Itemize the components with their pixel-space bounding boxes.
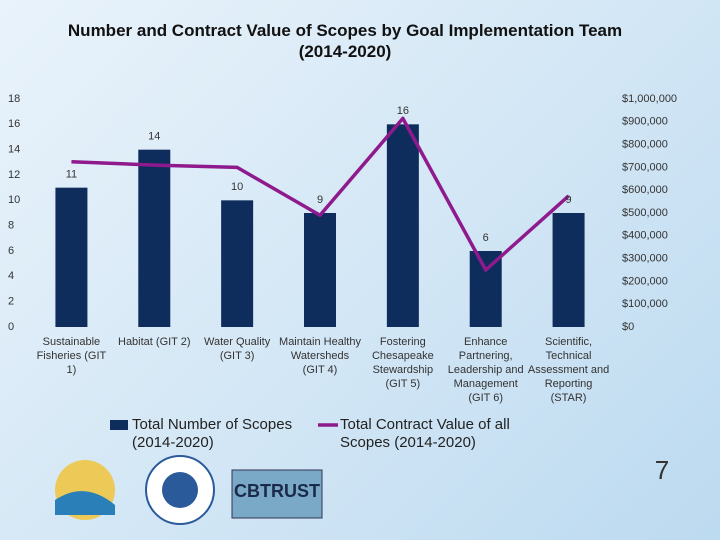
y2-tick-label: $500,000 — [622, 207, 668, 219]
y2-tick-label: $200,000 — [622, 275, 668, 287]
y2-tick-label: $800,000 — [622, 139, 668, 151]
x-tick-label: Enhance Partnering, Leadership and Manag… — [447, 336, 524, 404]
y2-tick-label: $0 — [622, 321, 634, 333]
logo-bay — [55, 460, 115, 520]
y-tick-label: 2 — [8, 296, 14, 308]
y2-tick-label: $100,000 — [622, 298, 668, 310]
y-tick-label: 14 — [8, 144, 20, 156]
y2-tick-label: $900,000 — [622, 116, 668, 128]
y2-tick-label: $400,000 — [622, 230, 668, 242]
line — [71, 116, 570, 272]
y-tick-label: 8 — [8, 220, 14, 232]
y2-tick-label: $1,000,000 — [622, 93, 677, 105]
bar — [386, 124, 419, 327]
bar — [138, 149, 171, 327]
bar — [469, 251, 502, 327]
x-tick-label: Fostering Chesapeake Stewardship (GIT 5) — [371, 336, 434, 390]
y-tick-label: 0 — [8, 321, 14, 333]
y-tick-label: 4 — [8, 270, 14, 282]
page-number: 7 — [655, 455, 669, 485]
bar — [304, 213, 336, 327]
bar — [55, 187, 88, 327]
data-label: 9 — [566, 194, 572, 206]
chart-title: Number and Contract Value of Scopes by G… — [67, 21, 623, 40]
y-tick-label: 12 — [8, 169, 20, 181]
data-label: 14 — [148, 131, 160, 143]
data-label: 6 — [483, 232, 489, 244]
legend-label: Total Number of Scopes (2014-2020) — [132, 416, 293, 451]
chart-subtitle: (2014-2020) — [298, 42, 392, 61]
y2-tick-label: $600,000 — [622, 184, 668, 196]
x-tick-label: Scientific, Technical Assessment and Rep… — [527, 336, 610, 404]
y-tick-label: 18 — [8, 93, 20, 105]
data-label: 16 — [397, 105, 409, 117]
y2-tick-label: $300,000 — [622, 253, 668, 265]
y2-tick-label: $700,000 — [622, 161, 668, 173]
logo-cbtrust: CBTRUST — [231, 469, 323, 519]
bar — [221, 200, 254, 327]
y-tick-label: 10 — [8, 194, 20, 206]
data-label: 11 — [66, 169, 77, 181]
x-tick-label: Maintain Healthy Watersheds (GIT 4) — [279, 336, 361, 376]
x-tick-label: Water Quality (GIT 3) — [204, 336, 271, 362]
y-tick-label: 16 — [8, 118, 20, 130]
x-tick-label: Sustainable Fisheries (GIT 1) — [36, 336, 107, 376]
data-label: 10 — [231, 181, 243, 193]
x-tick-label: Habitat (GIT 2) — [118, 336, 191, 348]
data-label: 9 — [317, 194, 323, 206]
chart-title-block: Number and Contract Value of Scopes by G… — [60, 20, 630, 62]
legend-label: Total Contract Value of all Scopes (2014… — [340, 416, 510, 451]
logo-epa — [145, 455, 215, 525]
legend-swatch — [110, 420, 128, 430]
bar — [552, 213, 585, 327]
logo-text: CBTRUST — [234, 481, 320, 501]
y-tick-label: 6 — [8, 245, 14, 257]
